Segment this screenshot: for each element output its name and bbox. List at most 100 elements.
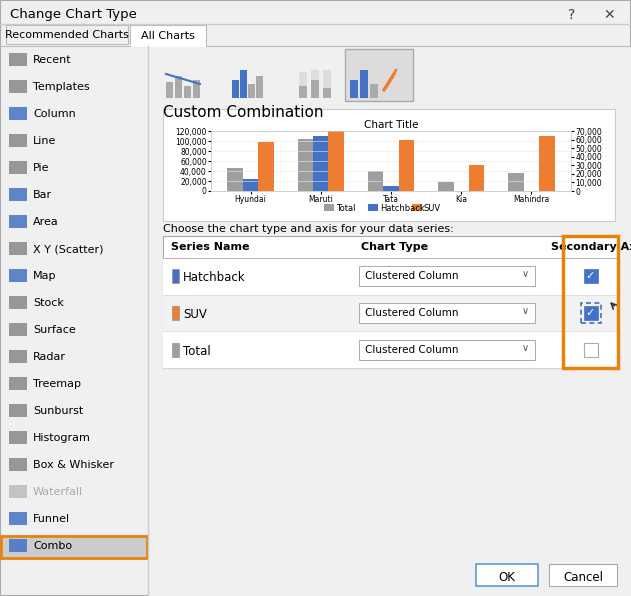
Text: Secondary Axis: Secondary Axis [551,242,631,252]
Bar [549,564,617,586]
Text: SUV: SUV [183,308,207,321]
Bar [581,303,601,323]
Bar [9,377,27,390]
Text: Choose the chart type and axis for your data series:: Choose the chart type and axis for your … [163,224,454,234]
Text: Clustered Column: Clustered Column [365,308,459,318]
Bar [9,431,27,444]
Text: Bar: Bar [33,190,52,200]
Text: ∨: ∨ [521,269,529,280]
Bar [9,161,27,174]
Bar [345,49,413,101]
Bar [9,323,27,336]
Bar [9,539,27,552]
Bar [248,84,255,98]
Text: ✓: ✓ [586,308,595,318]
Bar [172,343,179,356]
Bar [324,204,334,211]
Bar [329,128,344,191]
Text: ✕: ✕ [603,8,615,22]
Text: Sunburst: Sunburst [33,406,83,416]
Bar [350,80,358,98]
Bar [584,306,598,320]
Text: Recommended Charts: Recommended Charts [5,30,129,40]
Bar [584,343,598,356]
Bar [359,266,535,286]
Bar [563,236,618,368]
Bar [299,86,307,98]
Text: Clustered Column: Clustered Column [365,271,459,281]
Text: Stock: Stock [33,298,64,308]
Text: All Charts: All Charts [141,31,195,41]
Bar [9,458,27,471]
Text: Clustered Column: Clustered Column [365,344,459,355]
Text: ∨: ∨ [521,306,529,316]
Bar [175,76,182,98]
Bar [469,165,485,191]
Bar [9,188,27,201]
Text: Line: Line [33,136,56,146]
Bar [232,80,239,98]
Bar [360,70,368,98]
Bar [9,80,27,93]
Text: Area: Area [33,217,59,227]
Bar [149,46,631,596]
Text: Custom Combination: Custom Combination [163,105,324,120]
Text: Treemap: Treemap [33,379,81,389]
Bar [323,88,331,98]
Bar [1,536,147,558]
Text: Change Chart Type: Change Chart Type [10,8,137,21]
Bar [299,72,307,86]
Bar [438,182,454,191]
Text: Radar: Radar [33,352,66,362]
Bar [383,185,399,191]
Text: Series Name: Series Name [171,242,249,252]
Bar [9,485,27,498]
Bar [256,76,263,98]
Text: ∨: ∨ [521,343,529,353]
Bar [9,512,27,525]
Bar [184,86,191,98]
Text: X Y (Scatter): X Y (Scatter) [33,244,103,254]
Text: Funnel: Funnel [33,514,70,524]
Bar [412,204,422,211]
Bar [1,536,147,558]
Bar [193,80,200,98]
Bar [476,564,538,586]
Bar [258,142,274,191]
Text: Recent: Recent [33,55,72,65]
Bar [298,138,313,191]
Bar [509,172,524,191]
Text: Box & Whisker: Box & Whisker [33,460,114,470]
Bar [9,242,27,255]
Text: Surface: Surface [33,325,76,335]
Text: SUV: SUV [424,204,441,213]
Text: OK: OK [498,571,516,584]
Text: Cancel: Cancel [563,571,603,584]
Bar [370,84,378,98]
Text: Pie: Pie [33,163,49,173]
Bar [240,70,247,98]
Bar [311,70,319,80]
Bar [399,141,414,191]
Text: ?: ? [568,8,575,22]
Bar [163,258,618,294]
Text: Chart Type: Chart Type [361,242,428,252]
Text: Column: Column [33,109,76,119]
Bar [584,269,598,283]
Bar [6,25,128,44]
Text: Hatchback: Hatchback [183,271,245,284]
Title: Chart Title: Chart Title [363,120,418,130]
Bar [368,204,378,211]
Bar [172,269,179,283]
Text: Waterfall: Waterfall [33,487,83,497]
Text: Templates: Templates [33,82,90,92]
Text: Combo: Combo [33,541,72,551]
Bar [9,107,27,120]
Bar [9,269,27,282]
Bar [130,25,206,46]
Bar [243,179,258,191]
Bar [313,136,329,191]
Bar [163,236,618,368]
Text: Total: Total [183,344,211,358]
Bar [9,404,27,417]
